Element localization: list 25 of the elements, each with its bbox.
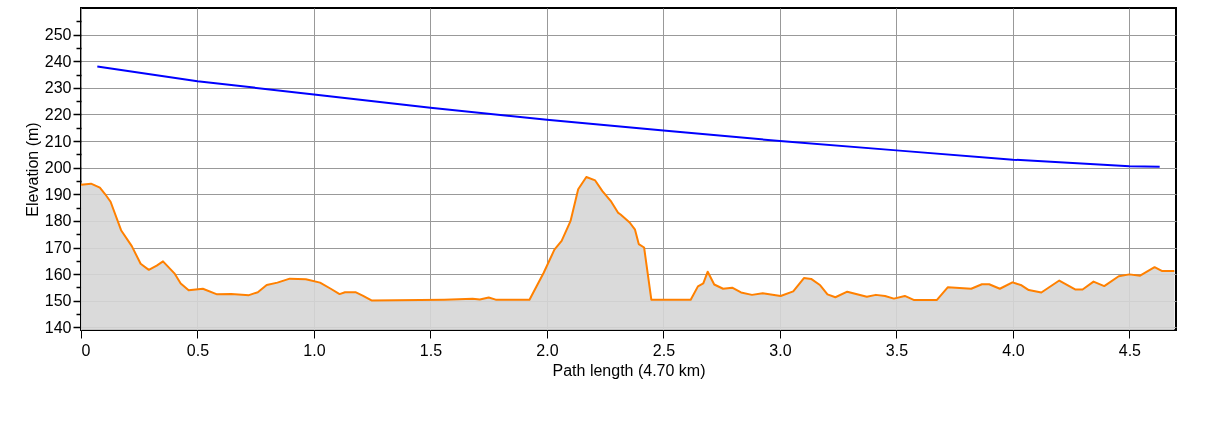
y-tick-label: 170 <box>44 239 72 256</box>
x-tick-label: 3.5 <box>885 341 909 359</box>
y-tick-label: 190 <box>44 185 72 203</box>
y-tick-label: 180 <box>44 212 72 230</box>
x-tick-label: 1.0 <box>303 341 326 359</box>
y-tick-label: 220 <box>44 105 72 123</box>
y-tick-label: 150 <box>44 292 72 310</box>
line-series <box>96 65 1161 168</box>
y-tick-label: 210 <box>44 132 72 150</box>
x-tick-label: 0 <box>81 341 91 359</box>
x-tick-label: 2.5 <box>652 341 676 359</box>
y-tick-label: 250 <box>44 26 72 44</box>
y-tick-label: 230 <box>44 79 72 97</box>
x-tick-label: 4.5 <box>1118 341 1142 359</box>
y-tick-label: 140 <box>44 318 72 336</box>
x-axis-title: Path length (4.70 km) <box>552 361 706 379</box>
y-tick-label: 240 <box>44 52 72 70</box>
x-tick-label: 0.5 <box>186 341 210 359</box>
y-axis-title: Elevation (m) <box>23 122 41 217</box>
x-tick-label: 3.0 <box>769 341 792 359</box>
y-tick-label: 160 <box>44 265 72 283</box>
y-tick-label: 200 <box>44 159 72 177</box>
x-tick-label: 1.5 <box>419 341 443 359</box>
x-tick-label: 4.0 <box>1002 341 1025 359</box>
x-tick-label: 2.0 <box>536 341 559 359</box>
